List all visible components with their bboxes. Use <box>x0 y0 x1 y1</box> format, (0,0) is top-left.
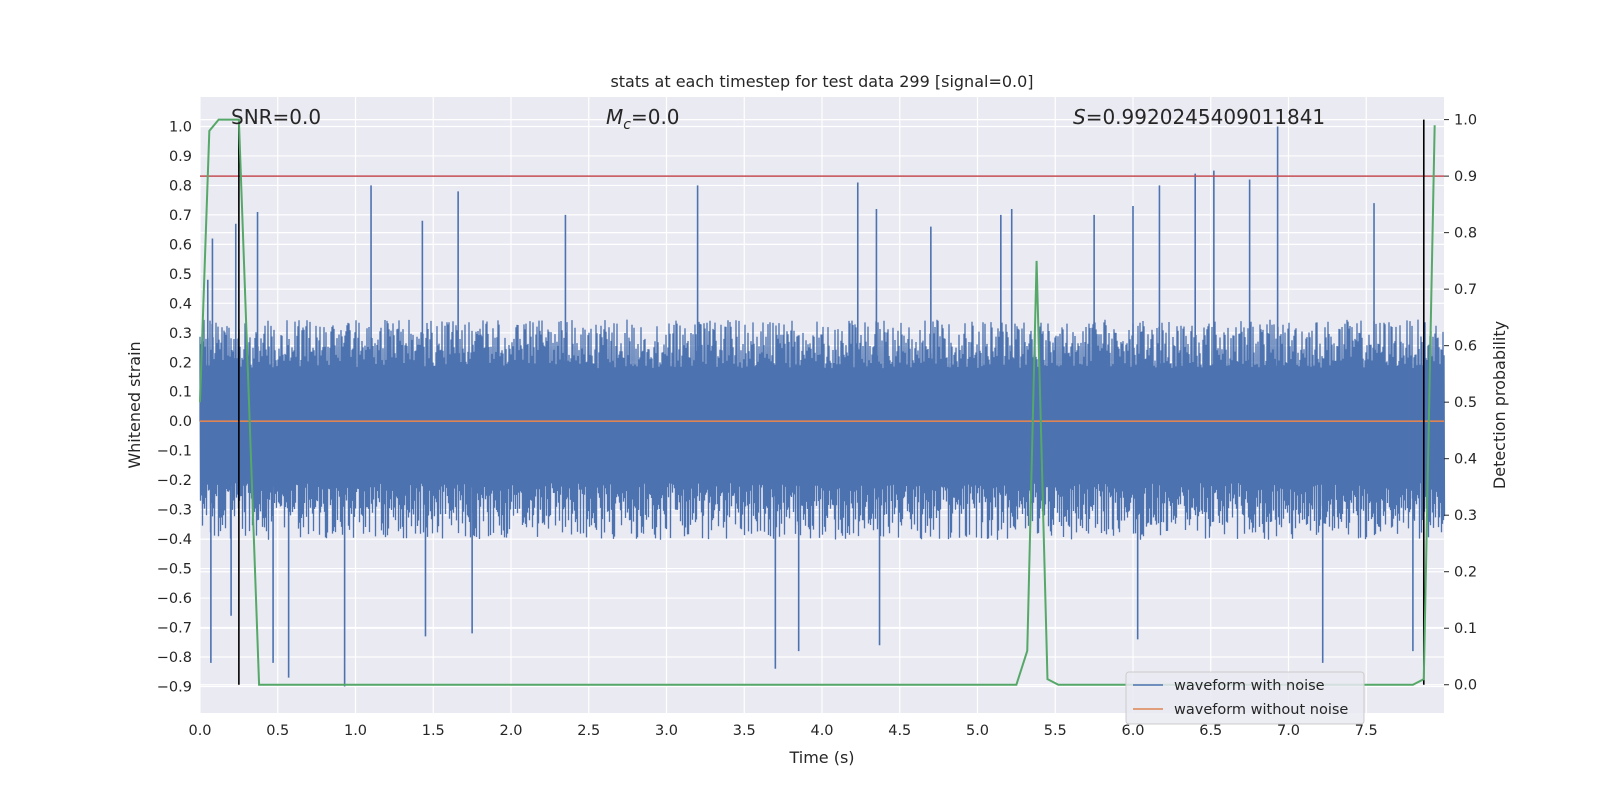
legend-label-with-noise: waveform with noise <box>1174 678 1325 694</box>
waveform-noise-core <box>200 372 1444 478</box>
y-tick-labels: 1.0 0.9 0.8 0.7 0.6 0.5 0.4 0.3 0.2 0.1 0.0 −0.1 −0.… <box>157 119 192 695</box>
s-annotation: S=0.9920245409011841 <box>1073 105 1325 129</box>
y-tick-label: 0.7 <box>169 208 192 224</box>
x-tick-label: 7.5 <box>1355 723 1378 739</box>
chirp-mass-subscript: c <box>623 117 631 133</box>
x-tick-label: 6.0 <box>1121 723 1144 739</box>
chirp-mass-annotation: Mc=0.0 <box>606 105 680 133</box>
y2-axis-label: Detection probability <box>1490 321 1509 489</box>
waveform-band-layer <box>199 319 1446 540</box>
snr-annotation: SNR=0.0 <box>231 105 321 129</box>
waveform-noise-band <box>199 319 1446 540</box>
s-symbol: S <box>1073 105 1086 129</box>
x-tick-label: 7.0 <box>1277 723 1300 739</box>
y2-tick-label: 0.1 <box>1454 621 1477 637</box>
y-tick-label: 0.0 <box>169 414 192 430</box>
y-tick-label: −0.3 <box>157 503 192 519</box>
chart-title: stats at each timestep for test data 299… <box>610 72 1033 91</box>
y2-tick-label: 0.6 <box>1454 339 1477 355</box>
y2-tick-label: 1.0 <box>1454 113 1477 129</box>
s-value: =0.9920245409011841 <box>1086 105 1325 129</box>
x-tick-label: 3.5 <box>733 723 756 739</box>
x-tick-label: 1.5 <box>422 723 445 739</box>
y-tick-label: −0.8 <box>157 650 192 666</box>
y2-tick-label: 0.3 <box>1454 508 1477 524</box>
y-axis-label: Whitened strain <box>125 341 144 468</box>
y-tick-label: 0.6 <box>169 237 192 253</box>
x-tick-label: 6.5 <box>1199 723 1222 739</box>
x-tick-label: 4.0 <box>810 723 833 739</box>
series-line-layer <box>199 118 1444 686</box>
x-tick-label: 5.5 <box>1044 723 1067 739</box>
y-tick-label: −0.7 <box>157 621 192 637</box>
legend-label-without-noise: waveform without noise <box>1174 702 1348 718</box>
legend: waveform with noise waveform without noi… <box>1125 671 1365 725</box>
waveform-spike-layer <box>206 126 1414 687</box>
y-tick-label: 0.8 <box>169 178 192 194</box>
x-tick-labels: 0.0 0.5 1.0 1.5 2.0 2.5 3.0 3.5 4.0 4.5 5.0 5.5 6.0 6… <box>188 723 1377 739</box>
x-tick-label: 4.5 <box>888 723 911 739</box>
y-tick-label: 1.0 <box>169 119 192 135</box>
y-tick-label: 0.4 <box>169 296 192 312</box>
x-tick-label: 2.5 <box>577 723 600 739</box>
y-tick-label: 0.2 <box>169 355 192 371</box>
y2-tick-label: 0.4 <box>1454 452 1477 468</box>
y-tick-label: −0.6 <box>157 591 192 607</box>
y2-tick-label: 0.8 <box>1454 226 1477 242</box>
x-tick-label: 1.0 <box>344 723 367 739</box>
y2-tick-label: 0.5 <box>1454 395 1477 411</box>
x-tick-label: 3.0 <box>655 723 678 739</box>
y2-tick-label: 0.9 <box>1454 169 1477 185</box>
x-tick-label: 5.0 <box>966 723 989 739</box>
chirp-mass-symbol: M <box>606 105 623 129</box>
x-axis-label: Time (s) <box>788 748 854 767</box>
y-tick-label: −0.4 <box>157 532 192 548</box>
y-tick-label: −0.2 <box>157 473 192 489</box>
y-tick-label: 0.3 <box>169 326 192 342</box>
detection-probability-line <box>199 118 1436 686</box>
y-tick-label: −0.5 <box>157 562 192 578</box>
y-tick-label: 0.1 <box>169 385 192 401</box>
y2-tick-labels: 1.0 0.9 0.8 0.7 0.6 0.5 0.4 0.3 0.2 0.1 0.0 <box>1444 113 1477 694</box>
x-tick-label: 0.5 <box>266 723 289 739</box>
y2-tick-label: 0.0 <box>1454 678 1477 694</box>
legend-frame <box>1125 671 1365 725</box>
y2-tick-label: 0.2 <box>1454 565 1477 581</box>
chirp-mass-value: =0.0 <box>631 105 680 129</box>
y-tick-label: −0.1 <box>157 444 192 460</box>
y2-tick-label: 0.7 <box>1454 282 1477 298</box>
x-tick-label: 2.0 <box>499 723 522 739</box>
y-tick-label: 0.9 <box>169 149 192 165</box>
y-tick-label: −0.9 <box>157 679 192 695</box>
y-tick-label: 0.5 <box>169 267 192 283</box>
x-tick-label: 0.0 <box>188 723 211 739</box>
